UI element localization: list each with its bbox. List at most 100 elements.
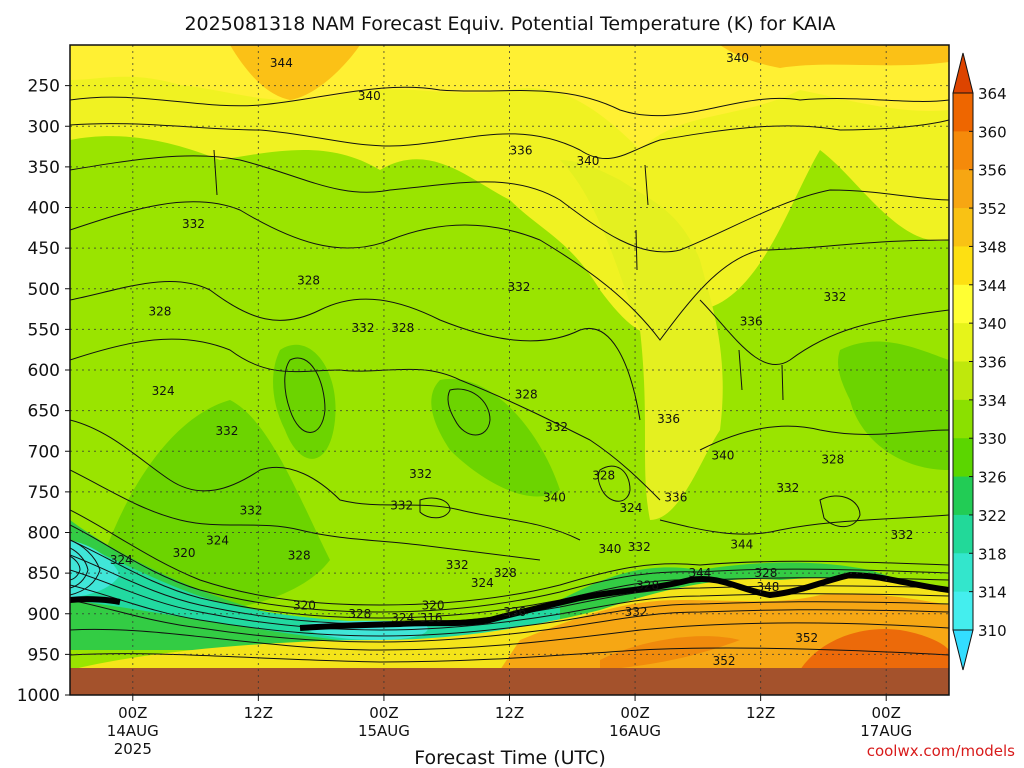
contour-label: 336 <box>657 412 680 426</box>
field-band-mid-green <box>838 341 949 470</box>
field-band-mid-green <box>90 400 330 613</box>
contour-line <box>70 469 541 561</box>
colorbar-label: 314 <box>978 584 1007 602</box>
contour-label: 328 <box>297 274 320 288</box>
colorbar: 364 360 356 352 348 344 340 336 334 330 326 322 318 3… <box>952 52 1007 671</box>
contour-label: 340 <box>726 51 749 65</box>
contour-label: 332 <box>823 290 846 304</box>
colorbar-segment <box>953 284 973 324</box>
contour-line <box>70 584 949 637</box>
contour-line <box>70 599 949 643</box>
contour-line <box>70 119 949 160</box>
contour-label: 332 <box>628 540 651 554</box>
contour-lines-lower <box>70 509 949 663</box>
x-tick-label: 00Z <box>620 704 649 722</box>
y-tick-label: 500 <box>28 280 60 300</box>
colorbar-label: 364 <box>978 85 1007 103</box>
contour-label: 328 <box>592 469 615 483</box>
colorbar-label: 318 <box>978 545 1007 563</box>
field-band-boundary-red <box>800 629 949 670</box>
colorbar-label: 360 <box>978 123 1007 141</box>
y-tick-label: 900 <box>28 605 60 625</box>
colorbar-segment <box>953 208 973 247</box>
colorbar-label: 334 <box>978 392 1007 410</box>
contour-label: 336 <box>740 314 763 328</box>
y-axis: 250 300 350 400 450 500 550 600 650 700 750 800 850 9… <box>17 77 70 706</box>
y-tick-label: 850 <box>28 564 60 584</box>
y-tick-label: 600 <box>28 361 60 381</box>
contour-line <box>699 299 949 366</box>
contour-line <box>70 280 641 421</box>
contour-label: 324 <box>391 611 414 625</box>
contour-line <box>70 201 949 341</box>
y-tick-label: 250 <box>28 77 60 97</box>
colorbar-label: 344 <box>978 277 1007 295</box>
contour-label: 332 <box>507 280 530 294</box>
colorbar-segment <box>953 246 973 286</box>
contour-label: 332 <box>890 528 913 542</box>
colorbar-label: 310 <box>978 622 1007 640</box>
contour-line <box>70 419 581 541</box>
field-band-boundary-red <box>600 636 740 670</box>
field-band-mid-green <box>431 378 560 497</box>
colorbar-label: 336 <box>978 354 1007 372</box>
colorbar-segment <box>953 93 973 132</box>
frontal-boundary <box>70 571 949 631</box>
field-band-mid-green <box>273 344 336 459</box>
colorbar-label: 340 <box>978 315 1007 333</box>
y-tick-label: 700 <box>28 442 60 462</box>
contour-label: 328 <box>494 566 517 580</box>
y-tick-label: 550 <box>28 320 60 340</box>
contour-label: 328 <box>149 305 172 319</box>
contour-label: 340 <box>543 491 566 505</box>
contour-line <box>70 86 949 117</box>
contour-label: 340 <box>358 89 381 103</box>
field-band-top-orange <box>720 45 949 68</box>
contour-label: 340 <box>599 542 622 556</box>
y-tick-label: 650 <box>28 402 60 422</box>
contour-label: 324 <box>152 384 175 398</box>
colorbar-top-arrow <box>952 52 974 94</box>
colorbar-segment <box>953 323 973 362</box>
colorbar-segment <box>953 361 973 401</box>
x-tick-label: 00Z <box>118 704 147 722</box>
colorbar-label: 348 <box>978 238 1007 256</box>
colorbar-segment <box>953 553 973 593</box>
contour-label: 332 <box>409 467 432 481</box>
x-tick-date: 15AUG <box>358 722 410 740</box>
contour-label: 344 <box>730 538 753 552</box>
contour-label: 328 <box>348 607 371 621</box>
contour-label: 328 <box>636 578 659 592</box>
colorbar-label: 326 <box>978 469 1007 487</box>
contour-label: 328 <box>288 548 311 562</box>
contour-line <box>213 149 218 196</box>
contour-label: 328 <box>754 566 777 580</box>
contour-line <box>644 164 649 206</box>
field-band-top-orange <box>230 45 360 100</box>
colorbar-segment <box>953 591 973 631</box>
colorbar-label: 356 <box>978 162 1007 180</box>
y-tick-label: 450 <box>28 239 60 259</box>
contour-line <box>635 229 638 271</box>
contour-label: 320 <box>173 546 196 560</box>
field-band-mid-yellow <box>560 160 723 520</box>
contour-label: 336 <box>503 605 526 619</box>
contour-line <box>70 569 949 631</box>
contour-label: 332 <box>545 420 568 434</box>
colorbar-label: 322 <box>978 507 1007 525</box>
contour-line <box>284 357 326 433</box>
contour-label: 352 <box>713 654 736 668</box>
contour-label: 324 <box>206 534 229 548</box>
x-tick-date: 17AUG <box>860 722 912 740</box>
contour-line <box>70 539 949 619</box>
contour-label: 336 <box>664 491 687 505</box>
y-tick-label: 1000 <box>17 686 60 706</box>
contour-label: 332 <box>216 424 239 438</box>
contour-line <box>70 155 949 253</box>
contour-line <box>70 555 81 581</box>
contour-label: 332 <box>776 481 799 495</box>
colorbar-segment <box>953 169 973 209</box>
contour-label: 332 <box>625 605 648 619</box>
contour-lines <box>70 86 949 561</box>
